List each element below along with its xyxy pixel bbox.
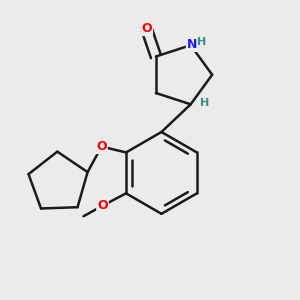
Text: H: H xyxy=(197,37,206,47)
Text: H: H xyxy=(200,98,209,108)
Text: O: O xyxy=(96,140,107,153)
Text: N: N xyxy=(187,38,197,51)
Text: O: O xyxy=(142,22,152,35)
Text: O: O xyxy=(97,199,108,212)
